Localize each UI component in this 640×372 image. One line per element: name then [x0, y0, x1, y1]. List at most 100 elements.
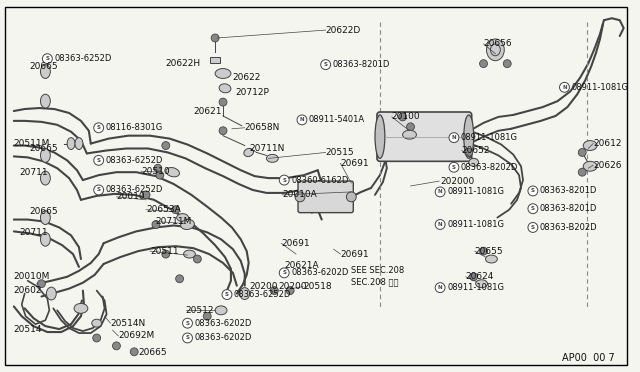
Circle shape	[142, 191, 150, 199]
Circle shape	[286, 287, 294, 295]
Text: 08911-1081G: 08911-1081G	[572, 83, 628, 92]
Text: N: N	[438, 222, 442, 227]
Circle shape	[93, 155, 104, 165]
Text: S: S	[97, 158, 100, 163]
Ellipse shape	[583, 161, 597, 171]
Circle shape	[528, 186, 538, 196]
Text: 08363-6252D: 08363-6252D	[106, 156, 163, 165]
Text: 20711: 20711	[20, 228, 49, 237]
Circle shape	[435, 187, 445, 197]
Text: 08363-6202D: 08363-6202D	[291, 268, 349, 278]
Circle shape	[156, 171, 164, 179]
Ellipse shape	[215, 68, 231, 78]
Circle shape	[162, 250, 170, 258]
Circle shape	[321, 60, 331, 70]
Text: 20624: 20624	[466, 272, 494, 281]
Text: 20622: 20622	[232, 73, 260, 82]
Circle shape	[152, 221, 160, 228]
Circle shape	[279, 268, 289, 278]
Ellipse shape	[266, 154, 278, 162]
Text: 08363-6252D: 08363-6252D	[106, 186, 163, 195]
Text: 08363-6252D: 08363-6252D	[54, 54, 111, 63]
Text: 20658N: 20658N	[244, 123, 280, 132]
Text: 08911-1081G: 08911-1081G	[447, 187, 504, 196]
Text: S: S	[45, 56, 49, 61]
Circle shape	[204, 312, 211, 320]
Text: 20515: 20515	[326, 148, 355, 157]
Text: S: S	[225, 292, 229, 297]
Text: 08363-6202D: 08363-6202D	[195, 319, 252, 328]
Text: 20711: 20711	[20, 168, 49, 177]
Ellipse shape	[403, 130, 417, 139]
Circle shape	[175, 275, 184, 283]
Ellipse shape	[75, 138, 83, 150]
Text: 08363-6252D: 08363-6252D	[234, 290, 291, 299]
Ellipse shape	[490, 44, 500, 56]
Text: 20691: 20691	[340, 159, 369, 168]
Text: 08116-8301G: 08116-8301G	[106, 123, 163, 132]
Text: 08363-B202D: 08363-B202D	[540, 223, 597, 232]
Ellipse shape	[40, 94, 51, 108]
Circle shape	[182, 333, 193, 343]
Text: 20622D: 20622D	[326, 26, 361, 35]
Circle shape	[42, 54, 52, 64]
Circle shape	[470, 273, 477, 281]
Text: 20514: 20514	[14, 325, 42, 334]
Text: S: S	[531, 206, 535, 211]
Ellipse shape	[184, 250, 195, 258]
Ellipse shape	[583, 141, 597, 151]
Text: 20652: 20652	[462, 146, 490, 155]
Circle shape	[211, 34, 219, 42]
Text: 20665: 20665	[29, 207, 58, 216]
Ellipse shape	[240, 288, 250, 299]
Circle shape	[162, 142, 170, 150]
Text: S: S	[324, 62, 328, 67]
Circle shape	[559, 82, 570, 92]
Circle shape	[219, 127, 227, 135]
Circle shape	[435, 219, 445, 230]
Ellipse shape	[486, 255, 497, 263]
Ellipse shape	[180, 219, 195, 230]
Ellipse shape	[468, 158, 479, 166]
Circle shape	[503, 60, 511, 68]
Text: 20711M: 20711M	[155, 217, 191, 226]
Circle shape	[399, 113, 406, 121]
Text: 20621A: 20621A	[284, 262, 319, 270]
Text: 20511M: 20511M	[14, 139, 50, 148]
Text: 08363-8202D: 08363-8202D	[461, 163, 518, 172]
Text: 20653A: 20653A	[146, 205, 181, 214]
Text: 20655: 20655	[475, 247, 503, 256]
Circle shape	[479, 247, 488, 255]
Text: S: S	[186, 336, 189, 340]
Text: S: S	[186, 321, 189, 326]
Ellipse shape	[244, 148, 253, 157]
Text: 08363-8201D: 08363-8201D	[540, 204, 597, 213]
Text: N: N	[300, 118, 304, 122]
Ellipse shape	[92, 319, 102, 327]
Circle shape	[270, 287, 278, 295]
Circle shape	[528, 222, 538, 232]
Ellipse shape	[40, 211, 51, 224]
Circle shape	[131, 348, 138, 356]
Text: 08911-1081G: 08911-1081G	[461, 133, 518, 142]
Ellipse shape	[40, 148, 51, 162]
Text: N: N	[452, 135, 456, 140]
Text: 08911-1081G: 08911-1081G	[447, 283, 504, 292]
Circle shape	[297, 115, 307, 125]
Bar	[210, 57, 220, 62]
Text: 20656: 20656	[484, 39, 512, 48]
Ellipse shape	[464, 115, 474, 158]
Text: AP00  00 7: AP00 00 7	[563, 353, 615, 363]
Circle shape	[193, 255, 202, 263]
Text: 08363-8201D: 08363-8201D	[540, 186, 597, 195]
Circle shape	[435, 283, 445, 292]
Text: 20612: 20612	[593, 139, 621, 148]
Text: 20200: 20200	[278, 282, 307, 291]
Text: 08360-6162D: 08360-6162D	[291, 176, 349, 185]
Text: 20692M: 20692M	[118, 331, 155, 340]
Ellipse shape	[375, 115, 385, 158]
Text: S: S	[282, 177, 286, 183]
Text: 20200: 20200	[250, 282, 278, 291]
Circle shape	[295, 192, 305, 202]
Text: 08363-8201D: 08363-8201D	[333, 60, 390, 69]
